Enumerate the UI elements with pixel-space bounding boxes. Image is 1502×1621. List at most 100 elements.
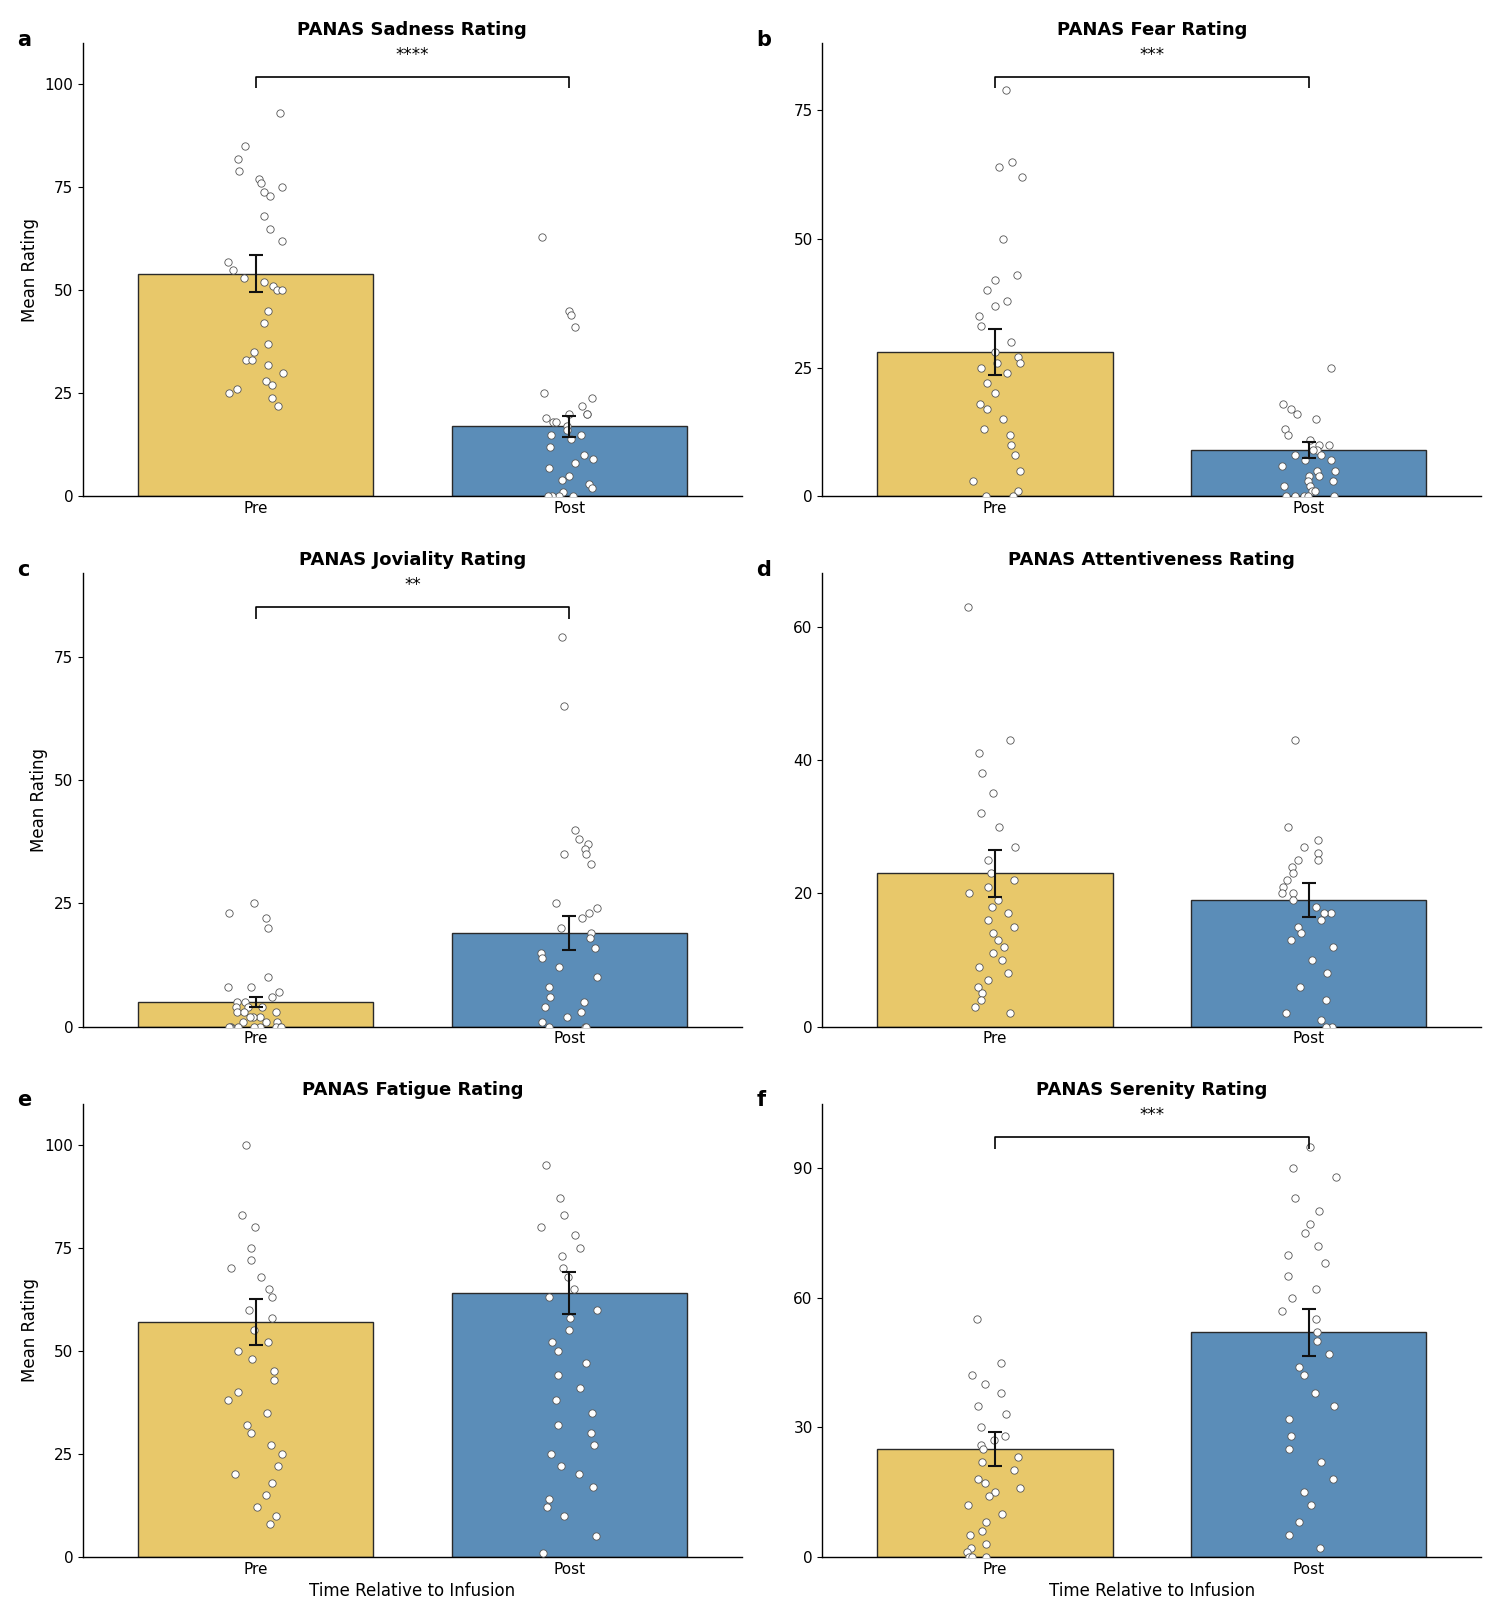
Point [538,974,562,1000]
Point [230,1201,254,1227]
Point [221,256,245,282]
Point [997,726,1021,752]
Point [990,1501,1014,1527]
Point [257,352,281,378]
Point [999,421,1023,447]
Point [266,392,290,418]
Point [216,900,240,926]
Point [1274,417,1298,443]
Point [973,1530,997,1556]
Point [990,1379,1014,1405]
Point [1274,1000,1298,1026]
Point [234,1412,258,1438]
Point [1292,1363,1316,1389]
Point [991,934,1015,960]
Point [984,1478,1008,1504]
Point [260,384,284,410]
Point [243,1214,267,1240]
Point [225,1337,249,1363]
Text: ****: **** [395,45,430,63]
Point [969,760,993,786]
Point [581,1473,605,1499]
Point [233,989,257,1015]
Point [544,1388,568,1414]
Title: PANAS Attentiveness Rating: PANAS Attentiveness Rating [1008,551,1295,569]
Point [1320,1013,1344,1039]
Point [1314,987,1338,1013]
Point [1314,1013,1338,1039]
Point [1298,473,1322,499]
Point [556,413,580,439]
Point [260,1284,284,1310]
Point [1322,483,1346,509]
Point [1286,848,1310,874]
Point [559,302,583,327]
X-axis label: Time Relative to Infusion: Time Relative to Infusion [309,1582,515,1600]
Point [562,483,586,509]
Point [536,1284,560,1310]
Point [266,1008,290,1034]
Y-axis label: Mean Rating: Mean Rating [21,1277,39,1383]
Point [990,947,1014,973]
Point [1277,1242,1301,1268]
Point [1292,1478,1316,1504]
Point [969,801,993,827]
Point [258,1511,282,1537]
Point [583,935,607,961]
Point [584,1524,608,1550]
Point [575,400,599,426]
Point [969,1414,993,1439]
Point [267,101,291,126]
Point [554,418,578,444]
Point [556,1264,580,1290]
Point [1317,431,1341,457]
Point [957,1543,981,1569]
Point [216,1388,240,1414]
Point [966,1392,990,1418]
Point [1003,443,1027,468]
Point [1005,263,1029,289]
Point [1301,478,1325,504]
Point [1277,1263,1301,1289]
Point [252,178,276,204]
Point [541,408,565,434]
Point [571,392,595,418]
Point [578,926,602,952]
Point [973,1470,997,1496]
Point [255,1399,279,1425]
Point [536,483,560,509]
Point [984,293,1008,319]
Point [982,1426,1006,1452]
Point [1277,1436,1301,1462]
Point [242,1013,266,1039]
Point [1307,431,1331,457]
Point [574,1013,598,1039]
Point [976,968,1000,994]
Point [985,350,1009,376]
Point [257,298,281,324]
Point [1283,483,1307,509]
Point [574,841,598,867]
Point [233,133,257,159]
Point [958,1535,982,1561]
Point [1009,164,1033,190]
Point [1305,1328,1329,1354]
Point [1272,473,1296,499]
Bar [877,874,1113,1026]
Point [958,1522,982,1548]
Point [999,1000,1023,1026]
Point [1298,426,1322,452]
Point [1269,1298,1293,1324]
Point [970,1436,994,1462]
Point [1302,1379,1326,1405]
Point [580,1420,604,1446]
Point [239,1003,263,1029]
Point [970,1449,994,1475]
Point [270,277,294,303]
Point [973,1371,997,1397]
Point [538,1486,562,1512]
Point [260,1470,284,1496]
Point [261,1367,285,1392]
Point [996,900,1020,926]
Point [1008,350,1032,376]
